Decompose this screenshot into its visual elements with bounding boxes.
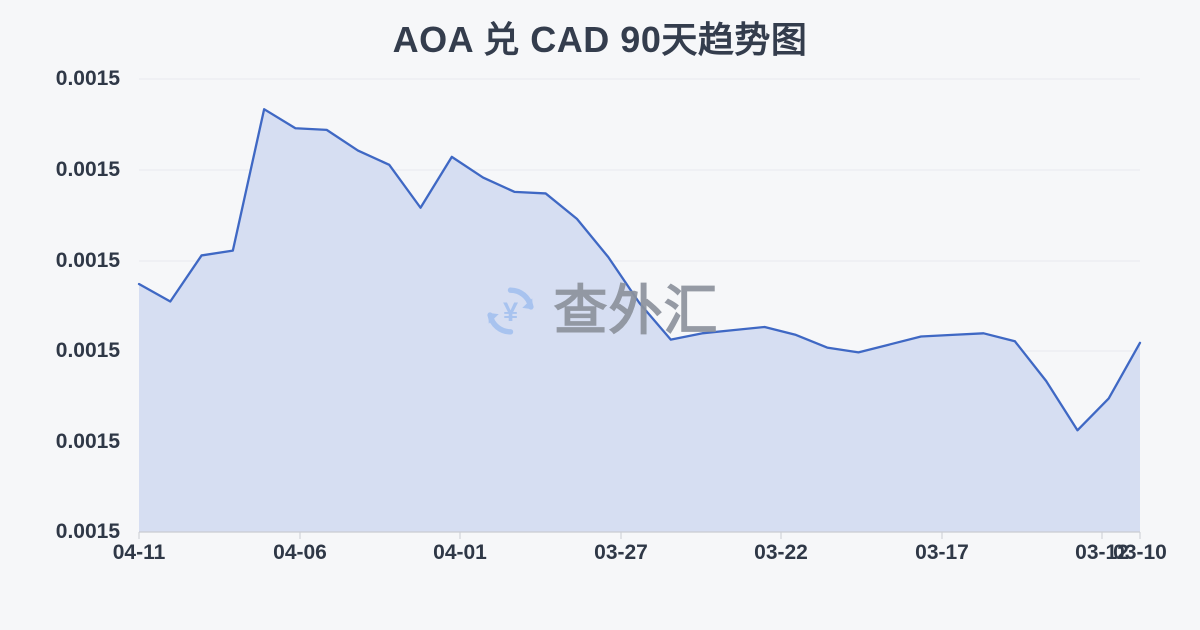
y-axis-tick-label: 0.0015 bbox=[55, 339, 120, 362]
y-axis-tick-label: 0.0015 bbox=[55, 430, 120, 453]
x-axis-tick-label: 03-22 bbox=[754, 541, 808, 564]
x-axis-tick-label: 03-10 bbox=[1113, 541, 1167, 564]
x-axis-tick-label: 03-12 bbox=[1075, 541, 1129, 564]
y-axis-tick-label: 0.0015 bbox=[55, 520, 120, 543]
x-axis-tick-label: 04-11 bbox=[112, 541, 166, 564]
x-axis-tick-label: 04-06 bbox=[273, 541, 327, 564]
trend-line-path bbox=[137, 108, 1142, 432]
x-axis-tick-label: 04-01 bbox=[433, 541, 487, 564]
x-tick-marks-group bbox=[138, 532, 1141, 539]
y-axis-labels: 0.0015 0.0015 0.0015 0.0015 0.0015 0.0015 bbox=[20, 0, 120, 630]
y-axis-tick-label: 0.0015 bbox=[55, 249, 120, 272]
x-axis-tick-label: 03-17 bbox=[915, 541, 969, 564]
y-axis-tick-label: 0.0015 bbox=[55, 158, 120, 181]
x-axis-tick-label: 03-27 bbox=[594, 541, 648, 564]
y-axis-tick-label: 0.0015 bbox=[55, 67, 120, 90]
area-fill-path bbox=[139, 109, 1140, 532]
page-title: AOA 兑 CAD 90天趋势图 bbox=[392, 19, 808, 60]
